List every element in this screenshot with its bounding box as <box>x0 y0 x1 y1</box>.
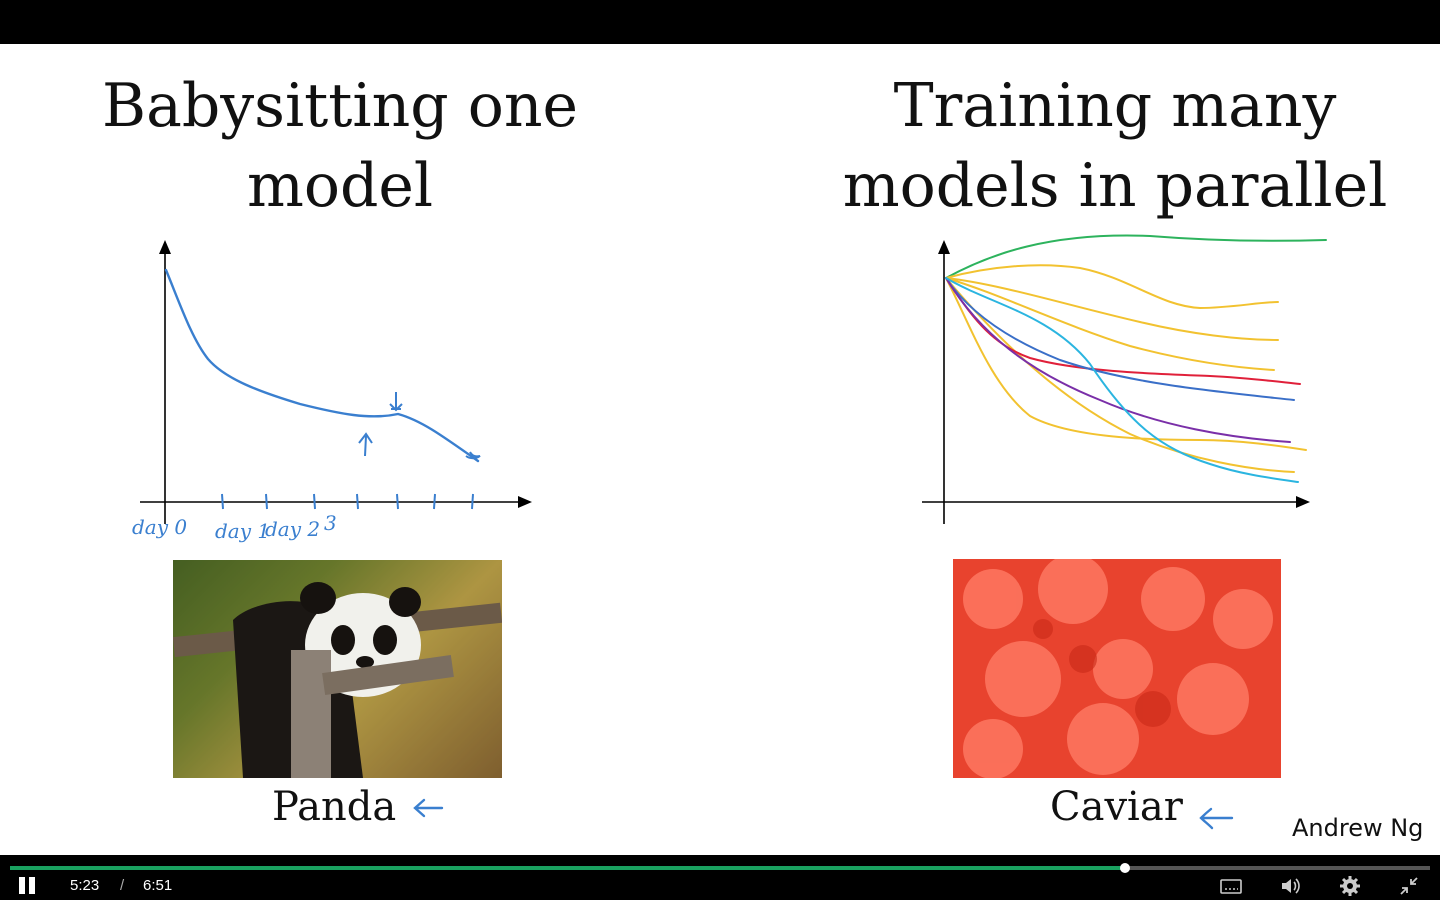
total-time: 6:51 <box>143 877 173 894</box>
left-title: Babysitting one model <box>40 66 640 226</box>
curve-scribble <box>465 451 481 460</box>
caviar-arrow-icon <box>1199 807 1234 830</box>
panda-photo <box>173 560 502 778</box>
right-title: Training many models in parallel <box>800 66 1430 226</box>
left-y-axis-arrow <box>159 240 171 254</box>
day-3-label: 3 <box>324 511 337 535</box>
day-ticks <box>221 493 474 510</box>
curve-cyan <box>945 277 1299 483</box>
volume-icon[interactable] <box>1279 875 1303 897</box>
curve-yellow-3 <box>945 277 1275 371</box>
captions-icon[interactable] <box>1219 875 1243 897</box>
parallel-curves <box>945 234 1327 483</box>
right-x-axis-arrow <box>1296 496 1310 508</box>
parallel-models-plot <box>922 234 1327 524</box>
right-axes <box>922 252 1298 524</box>
pause-icon <box>19 877 25 894</box>
panda-illustration <box>173 560 502 778</box>
left-axes <box>140 252 520 524</box>
video-controls-bar: 5:23 / 6:51 <box>0 855 1440 900</box>
progress-bar[interactable] <box>10 863 1430 873</box>
exit-fullscreen-icon[interactable] <box>1397 875 1421 897</box>
curve-yellow-2 <box>945 277 1279 341</box>
curve-yellow-5 <box>945 277 1295 473</box>
top-letterbox-bar <box>0 0 1440 44</box>
caviar-illustration <box>953 559 1281 778</box>
panda-arrow-icon <box>413 798 444 818</box>
settings-icon[interactable] <box>1338 875 1362 897</box>
right-title-line-1: Training many <box>893 71 1337 141</box>
author-credit: Andrew Ng <box>1292 814 1424 842</box>
lecture-slide: Babysitting one model Training many mode… <box>0 44 1440 855</box>
single-model-loss-curve <box>164 268 480 463</box>
day-labels: day 0 day 1 day 2 3 <box>132 511 337 543</box>
curve-yellow-1 <box>945 264 1279 310</box>
progress-scrubber[interactable] <box>1119 863 1130 873</box>
babysitting-plot: day 0 day 1 day 2 3 <box>132 240 532 543</box>
right-title-line-2: models in parallel <box>842 151 1388 221</box>
day-2-label: day 2 <box>265 517 320 541</box>
curve-blue <box>945 277 1295 401</box>
left-title-line-1: Babysitting one <box>102 71 578 141</box>
caviar-caption: Caviar <box>1050 784 1183 830</box>
right-y-axis-arrow <box>938 240 950 254</box>
curve-purple <box>945 277 1291 443</box>
left-x-axis-arrow <box>518 496 532 508</box>
curve-green <box>945 234 1327 279</box>
time-separator: / <box>120 877 125 894</box>
day-0-label: day 0 <box>132 515 187 539</box>
day-1-label: day 1 <box>215 519 270 543</box>
caviar-photo <box>953 559 1281 778</box>
pause-icon-bar <box>29 877 35 894</box>
current-time: 5:23 <box>70 877 100 894</box>
left-title-line-2: model <box>246 151 434 221</box>
progress-fill <box>10 866 1125 870</box>
pause-button[interactable] <box>18 877 38 895</box>
panda-caption: Panda <box>272 784 397 830</box>
curve-yellow-4 <box>945 277 1307 451</box>
annotation-arrows <box>358 392 403 457</box>
curve-red <box>945 277 1301 385</box>
